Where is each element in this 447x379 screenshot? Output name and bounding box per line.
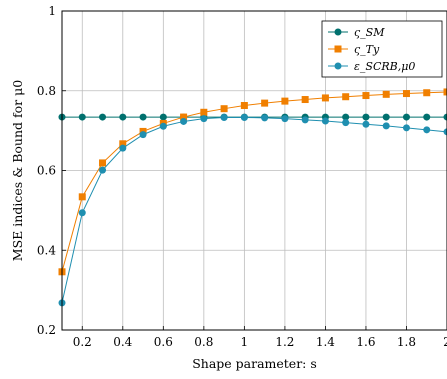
y-axis-label: MSE indices & Bound for μ0 — [10, 80, 25, 261]
legend: ς_SM ς_Ty ε_SCRB,μ0 — [321, 20, 443, 78]
data-point — [240, 113, 248, 121]
x-tick-label: 1.8 — [397, 335, 416, 349]
data-point — [220, 113, 228, 121]
legend-entry: ε_SCRB,μ0 — [328, 60, 415, 73]
data-point — [159, 122, 167, 130]
data-point — [362, 120, 370, 128]
data-point — [342, 119, 350, 127]
data-point — [334, 28, 342, 36]
legend-label: ε_SCRB,μ0 — [354, 60, 415, 73]
data-point — [443, 128, 447, 136]
legend-entry: ς_Ty — [328, 43, 380, 56]
data-point — [342, 93, 350, 101]
data-point — [261, 114, 269, 122]
data-point — [402, 124, 410, 132]
data-point — [281, 97, 289, 105]
x-tick-label: 0.8 — [194, 335, 213, 349]
data-point — [261, 99, 269, 107]
x-tick-label: 1.4 — [316, 335, 335, 349]
legend-entry: ς_SM — [328, 26, 385, 39]
data-point — [362, 113, 370, 121]
data-point — [78, 193, 86, 201]
data-point — [139, 113, 147, 121]
data-point — [402, 113, 410, 121]
data-point — [99, 166, 107, 174]
data-point — [159, 113, 167, 121]
series-layer — [58, 88, 447, 307]
data-point — [99, 159, 107, 167]
x-axis-label: Shape parameter: s — [192, 356, 317, 371]
data-point — [321, 94, 329, 102]
data-point — [78, 209, 86, 217]
axis-ticks: 0.2 0.4 0.6 0.8 1 1.2 1.4 1.6 1.8 2 0.2 0.4 0.6 0.8 1 — [37, 4, 447, 349]
x-tick-label: 1.6 — [356, 335, 375, 349]
data-point — [402, 90, 410, 98]
x-tick-label: 2 — [443, 335, 447, 349]
series-line — [61, 91, 447, 272]
data-point — [200, 108, 208, 116]
data-point — [119, 113, 127, 121]
legend-label: ς_SM — [354, 26, 385, 39]
x-tick-label: 0.4 — [113, 335, 132, 349]
data-point — [382, 122, 390, 130]
data-point — [301, 116, 309, 124]
y-tick-label: 0.4 — [37, 243, 56, 257]
data-point — [78, 113, 86, 121]
y-tick-label: 0.2 — [37, 323, 56, 337]
data-point — [321, 117, 329, 125]
data-point — [180, 117, 188, 125]
data-point — [423, 89, 431, 97]
x-tick-label: 0.6 — [154, 335, 173, 349]
data-point — [382, 113, 390, 121]
series-2 — [58, 113, 447, 307]
series-1 — [58, 88, 447, 276]
data-point — [180, 113, 188, 121]
x-tick-label: 1.2 — [275, 335, 294, 349]
data-point — [281, 115, 289, 123]
y-tick-label: 1 — [48, 4, 56, 18]
data-point — [382, 90, 390, 98]
data-point — [99, 113, 107, 121]
data-point — [334, 62, 342, 70]
data-point — [334, 45, 342, 53]
data-point — [139, 131, 147, 139]
data-point — [342, 113, 350, 121]
y-tick-label: 0.6 — [37, 164, 56, 178]
x-tick-label: 0.2 — [73, 335, 92, 349]
data-point — [240, 102, 248, 110]
series-0 — [58, 113, 447, 121]
data-point — [443, 113, 447, 121]
data-point — [301, 96, 309, 104]
data-point — [423, 126, 431, 134]
data-point — [362, 92, 370, 100]
data-point — [443, 88, 447, 96]
data-point — [220, 105, 228, 113]
data-point — [119, 140, 127, 148]
data-point — [200, 115, 208, 123]
data-point — [423, 113, 431, 121]
data-point — [119, 144, 127, 152]
y-tick-label: 0.8 — [37, 84, 56, 98]
legend-label: ς_Ty — [354, 43, 380, 56]
x-tick-label: 1 — [241, 335, 249, 349]
